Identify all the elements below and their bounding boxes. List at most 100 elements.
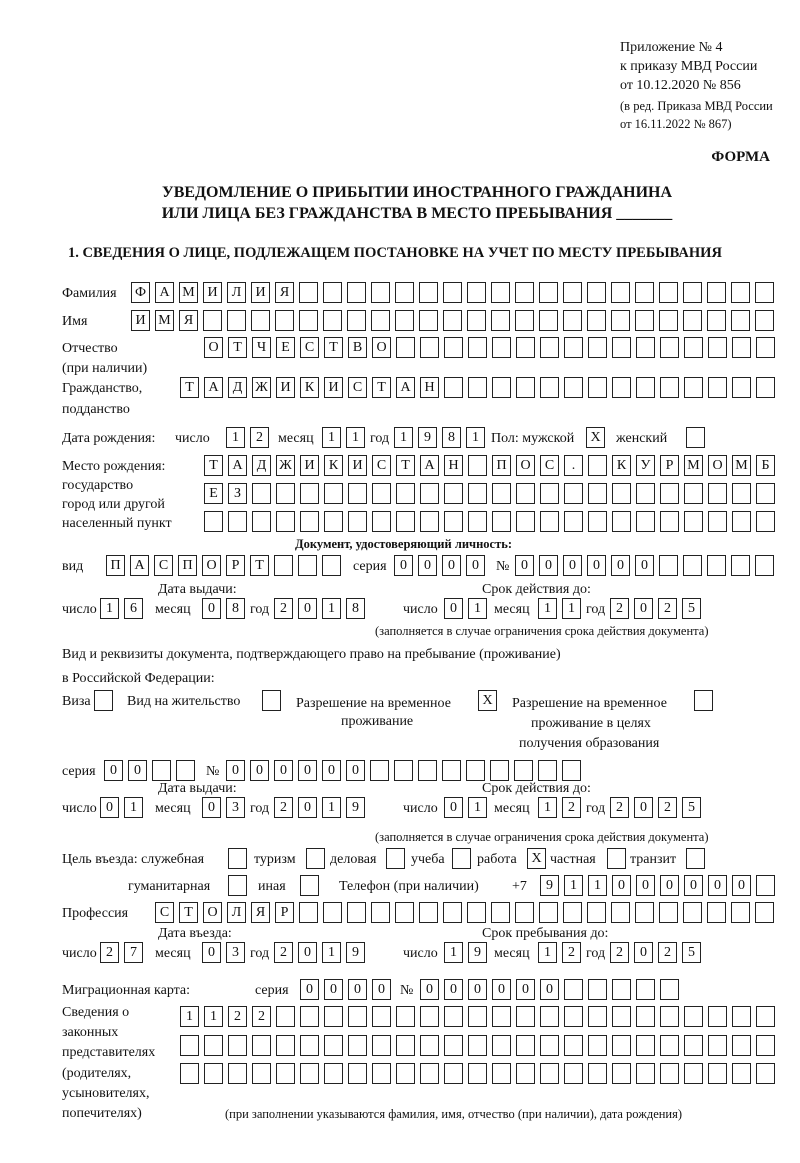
char-box[interactable] xyxy=(732,483,751,504)
char-box[interactable]: 0 xyxy=(732,875,751,896)
char-box[interactable] xyxy=(516,337,535,358)
char-box[interactable]: О xyxy=(372,337,391,358)
char-box[interactable] xyxy=(683,902,702,923)
char-box[interactable] xyxy=(252,483,271,504)
char-box[interactable]: М xyxy=(684,455,703,476)
char-box[interactable] xyxy=(660,511,679,532)
char-box[interactable] xyxy=(636,511,655,532)
char-box[interactable]: 8 xyxy=(226,598,245,619)
char-box[interactable] xyxy=(659,902,678,923)
char-box[interactable]: К xyxy=(612,455,631,476)
char-box[interactable]: 0 xyxy=(100,797,119,818)
char-box[interactable] xyxy=(731,902,750,923)
char-box[interactable] xyxy=(563,310,582,331)
char-box[interactable] xyxy=(708,337,727,358)
char-box[interactable]: 1 xyxy=(322,942,341,963)
char-box[interactable]: Т xyxy=(250,555,269,576)
char-box[interactable] xyxy=(635,310,654,331)
char-box[interactable]: Я xyxy=(275,282,294,303)
char-box[interactable]: 1 xyxy=(322,797,341,818)
char-box[interactable] xyxy=(636,483,655,504)
char-box[interactable] xyxy=(347,902,366,923)
char-box[interactable]: 1 xyxy=(322,598,341,619)
char-box[interactable]: 0 xyxy=(444,979,463,1000)
char-box[interactable] xyxy=(612,511,631,532)
char-box[interactable] xyxy=(372,1035,391,1056)
char-box[interactable]: 0 xyxy=(444,797,463,818)
char-box[interactable]: 2 xyxy=(228,1006,247,1027)
char-box[interactable] xyxy=(540,337,559,358)
char-box[interactable] xyxy=(467,282,486,303)
char-box[interactable] xyxy=(274,555,293,576)
char-box[interactable] xyxy=(452,848,471,869)
char-box[interactable]: А xyxy=(396,377,415,398)
char-box[interactable] xyxy=(540,483,559,504)
char-box[interactable]: 6 xyxy=(124,598,143,619)
char-box[interactable] xyxy=(395,310,414,331)
char-box[interactable]: 2 xyxy=(100,942,119,963)
char-box[interactable] xyxy=(607,848,626,869)
char-box[interactable]: 0 xyxy=(540,979,559,1000)
char-box[interactable]: Н xyxy=(444,455,463,476)
char-box[interactable] xyxy=(755,282,774,303)
char-box[interactable] xyxy=(514,760,533,781)
char-box[interactable]: С xyxy=(372,455,391,476)
char-box[interactable] xyxy=(612,377,631,398)
char-box[interactable] xyxy=(443,282,462,303)
char-box[interactable] xyxy=(756,1006,775,1027)
char-box[interactable] xyxy=(228,848,247,869)
char-box[interactable]: Т xyxy=(396,455,415,476)
char-box[interactable]: X xyxy=(527,848,546,869)
char-box[interactable] xyxy=(396,1035,415,1056)
char-box[interactable] xyxy=(300,1063,319,1084)
char-box[interactable]: 0 xyxy=(634,598,653,619)
char-box[interactable]: 0 xyxy=(226,760,245,781)
char-box[interactable]: А xyxy=(420,455,439,476)
char-box[interactable]: Н xyxy=(420,377,439,398)
char-box[interactable] xyxy=(755,310,774,331)
char-box[interactable]: 1 xyxy=(124,797,143,818)
char-box[interactable] xyxy=(204,1035,223,1056)
char-box[interactable]: 0 xyxy=(346,760,365,781)
char-box[interactable] xyxy=(538,760,557,781)
char-box[interactable]: 0 xyxy=(250,760,269,781)
char-box[interactable] xyxy=(611,310,630,331)
char-box[interactable] xyxy=(540,1035,559,1056)
char-box[interactable]: 3 xyxy=(226,797,245,818)
char-box[interactable]: 0 xyxy=(274,760,293,781)
char-box[interactable]: 1 xyxy=(538,797,557,818)
char-box[interactable]: 0 xyxy=(516,979,535,1000)
char-box[interactable] xyxy=(659,282,678,303)
char-box[interactable]: 9 xyxy=(346,797,365,818)
char-box[interactable] xyxy=(204,511,223,532)
char-box[interactable] xyxy=(300,511,319,532)
char-box[interactable]: Ф xyxy=(131,282,150,303)
char-box[interactable] xyxy=(300,1006,319,1027)
char-box[interactable] xyxy=(442,760,461,781)
char-box[interactable]: О xyxy=(708,455,727,476)
char-box[interactable] xyxy=(468,1006,487,1027)
char-box[interactable] xyxy=(587,310,606,331)
char-box[interactable] xyxy=(612,483,631,504)
char-box[interactable] xyxy=(152,760,171,781)
char-box[interactable] xyxy=(756,1063,775,1084)
char-box[interactable] xyxy=(180,1063,199,1084)
char-box[interactable]: С xyxy=(154,555,173,576)
char-box[interactable] xyxy=(492,1006,511,1027)
char-box[interactable] xyxy=(564,511,583,532)
char-box[interactable]: 1 xyxy=(468,598,487,619)
char-box[interactable]: 1 xyxy=(588,875,607,896)
char-box[interactable] xyxy=(348,511,367,532)
char-box[interactable] xyxy=(420,483,439,504)
char-box[interactable]: 8 xyxy=(346,598,365,619)
char-box[interactable]: 2 xyxy=(658,942,677,963)
char-box[interactable] xyxy=(372,1006,391,1027)
char-box[interactable]: 0 xyxy=(420,979,439,1000)
char-box[interactable]: А xyxy=(155,282,174,303)
char-box[interactable]: 2 xyxy=(658,797,677,818)
char-box[interactable] xyxy=(348,483,367,504)
char-box[interactable] xyxy=(539,282,558,303)
char-box[interactable] xyxy=(708,1063,727,1084)
char-box[interactable] xyxy=(635,902,654,923)
char-box[interactable] xyxy=(419,282,438,303)
